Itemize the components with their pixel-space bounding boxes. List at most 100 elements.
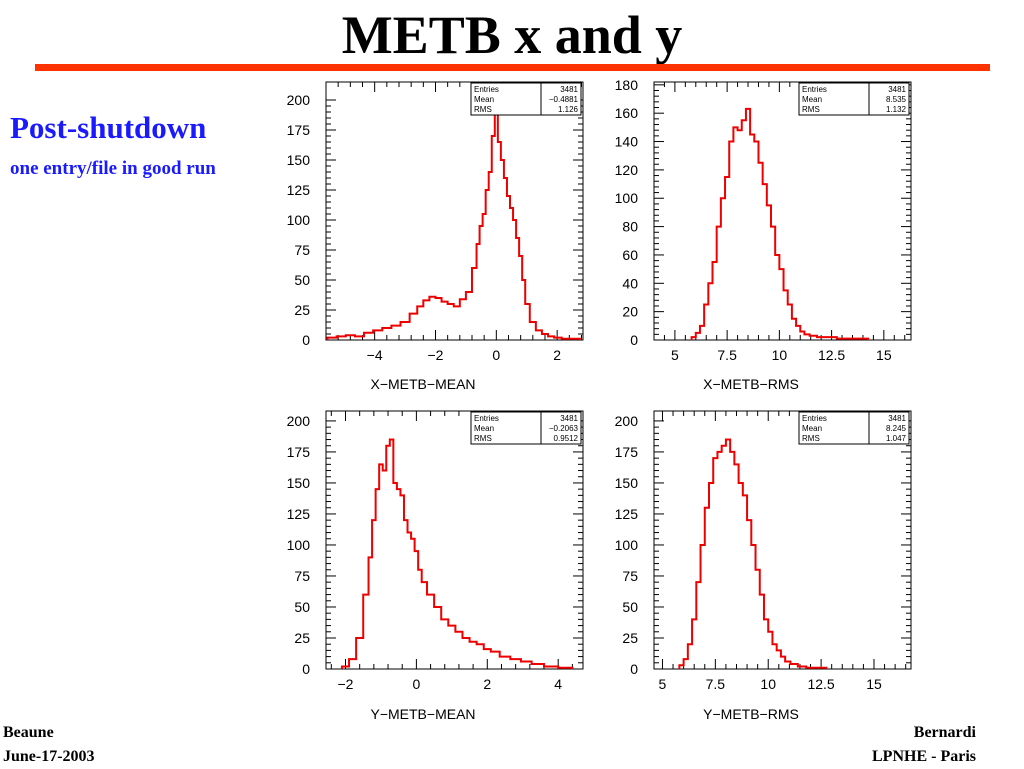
stats-value: 3481 — [560, 414, 578, 423]
y-tick-label: 75 — [294, 568, 310, 584]
y-tick-label: 75 — [622, 568, 638, 584]
stats-box — [470, 411, 582, 445]
y-tick-label: 25 — [622, 630, 638, 646]
y-tick-label: 140 — [615, 134, 639, 150]
stats-label: RMS — [474, 105, 492, 114]
y-tick-label: 40 — [622, 275, 638, 291]
stats-label: Entries — [802, 414, 827, 423]
x-tick-label: 5 — [659, 676, 667, 692]
slide-title: METB x and y — [341, 5, 683, 65]
stats-value: 8.535 — [886, 95, 907, 104]
footer-affiliation: LPNHE - Paris — [872, 748, 976, 765]
y-tick-label: 0 — [302, 661, 310, 677]
histogram-series — [326, 93, 581, 340]
stats-value: 1.047 — [886, 434, 907, 443]
y-tick-label: 60 — [622, 247, 638, 263]
plot-frame — [325, 410, 584, 670]
x-tick-label: 12.5 — [818, 347, 845, 363]
y-tick-label: 0 — [302, 332, 310, 348]
footer-author: Bernardi — [913, 724, 976, 741]
stats-label: Mean — [474, 424, 494, 433]
slide-subtitle: Post-shutdown — [10, 110, 207, 145]
y-tick-label: 200 — [287, 92, 311, 108]
y-tick-label: 150 — [615, 475, 639, 491]
stats-value: −0.2063 — [549, 424, 579, 433]
stats-label: Entries — [474, 414, 499, 423]
stats-value: 1.132 — [886, 105, 907, 114]
y-tick-label: 25 — [294, 630, 310, 646]
histogram-series — [678, 438, 828, 669]
histogram-panel-3: 0 25 50 75 100 125 150 175 200 −2 0 2 4 Y−METB−MEAN En… — [287, 410, 584, 722]
stats-value: 8.245 — [886, 424, 907, 433]
y-tick-label: 0 — [630, 661, 638, 677]
stats-value: 3481 — [888, 414, 906, 423]
y-tick-label: 175 — [287, 122, 311, 138]
x-tick-label: 7.5 — [706, 676, 726, 692]
histogram-series — [340, 438, 574, 669]
x-tick-label: 7.5 — [717, 347, 737, 363]
stats-label: RMS — [802, 434, 820, 443]
stats-label: Entries — [802, 85, 827, 94]
title-rule — [35, 64, 990, 71]
stats-box — [798, 411, 910, 445]
plot-frame — [325, 81, 584, 341]
stats-value: 0.9512 — [554, 434, 579, 443]
y-tick-label: 125 — [615, 506, 639, 522]
x-tick-label: 15 — [876, 347, 892, 363]
y-tick-label: 50 — [294, 599, 310, 615]
stats-label: RMS — [474, 434, 492, 443]
y-tick-label: 80 — [622, 219, 638, 235]
stats-box — [470, 82, 582, 116]
y-tick-label: 175 — [287, 444, 311, 460]
stats-box — [798, 82, 910, 116]
footer-event: Beaune — [3, 724, 54, 741]
stats-value: −0.4881 — [549, 95, 579, 104]
plot-frame — [653, 410, 912, 670]
histogram-panel-2: 0 20 40 60 80 100 120 140 160 180 5 7.5 10 12.5 15 X−ME… — [615, 77, 912, 392]
x-tick-label: 10 — [760, 676, 776, 692]
y-tick-label: 150 — [287, 152, 311, 168]
y-tick-label: 120 — [615, 162, 639, 178]
y-tick-label: 100 — [615, 190, 639, 206]
footer-right: Bernardi LPNHE - Paris — [872, 721, 976, 769]
x-tick-label: −2 — [428, 347, 444, 363]
y-tick-label: 100 — [615, 537, 639, 553]
footer-date: June-17-2003 — [3, 748, 95, 765]
histogram-panel-1: 0 25 50 75 100 125 150 175 200 −4 −2 0 2 X−METB−MEAN E… — [287, 81, 584, 392]
x-tick-label: 5 — [671, 347, 679, 363]
y-tick-label: 150 — [287, 475, 311, 491]
x-axis-label: Y−METB−MEAN — [370, 706, 475, 722]
x-tick-label: 12.5 — [807, 676, 834, 692]
x-tick-label: 0 — [492, 347, 500, 363]
y-tick-label: 50 — [294, 272, 310, 288]
y-tick-label: 175 — [615, 444, 639, 460]
y-tick-label: 180 — [615, 77, 639, 93]
y-tick-label: 100 — [287, 212, 311, 228]
footer-left: Beaune June-17-2003 — [3, 721, 95, 769]
y-tick-label: 0 — [630, 332, 638, 348]
y-tick-label: 20 — [622, 304, 638, 320]
x-tick-label: −4 — [367, 347, 383, 363]
x-tick-label: −2 — [338, 676, 354, 692]
x-axis-label: X−METB−RMS — [703, 376, 799, 392]
stats-label: RMS — [802, 105, 820, 114]
y-tick-label: 100 — [287, 537, 311, 553]
y-tick-label: 160 — [615, 105, 639, 121]
stats-value: 3481 — [888, 85, 906, 94]
y-tick-label: 75 — [294, 242, 310, 258]
x-axis-label: Y−METB−RMS — [703, 706, 799, 722]
plot-frame — [653, 81, 912, 341]
x-tick-label: 0 — [412, 676, 420, 692]
stats-value: 3481 — [560, 85, 578, 94]
stats-label: Mean — [474, 95, 494, 104]
y-tick-label: 50 — [622, 599, 638, 615]
stats-value: 1.126 — [558, 105, 579, 114]
stats-label: Entries — [474, 85, 499, 94]
x-tick-label: 4 — [554, 676, 562, 692]
y-tick-label: 200 — [615, 413, 639, 429]
x-tick-label: 10 — [772, 347, 788, 363]
x-axis-label: X−METB−MEAN — [370, 376, 475, 392]
y-tick-label: 200 — [287, 413, 311, 429]
y-tick-label: 25 — [294, 302, 310, 318]
